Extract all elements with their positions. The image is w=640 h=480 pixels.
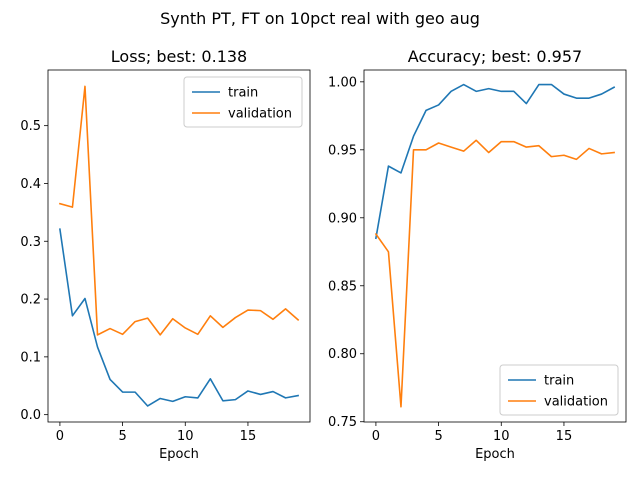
accuracy-y-tick-label: 0.75 <box>328 415 357 430</box>
loss-legend-label-validation: validation <box>228 107 292 122</box>
accuracy-validation-line <box>374 139 615 408</box>
loss-y-tick-label: 0.0 <box>20 408 41 423</box>
loss-axes-frame <box>47 69 311 423</box>
loss-validation-line <box>58 85 300 336</box>
accuracy-y-tick-label: 0.95 <box>328 143 357 158</box>
accuracy-y-tick-label: 0.85 <box>328 279 357 294</box>
accuracy-chart-title: Accuracy; best: 0.957 <box>408 47 582 66</box>
accuracy-legend-label-train: train <box>544 374 574 389</box>
loss-chart: Loss; best: 0.138 0 5 10 15 0.0 0.1 0.2 0.3 0.4 0.… <box>20 47 311 462</box>
accuracy-x-axis-label: Epoch <box>475 447 515 462</box>
loss-y-tick-label: 0.4 <box>20 177 41 192</box>
accuracy-legend: train validation <box>499 364 619 416</box>
loss-legend: train validation <box>183 76 303 128</box>
loss-x-axis-label: Epoch <box>159 447 199 462</box>
loss-x-tick-label: 0 <box>56 429 64 444</box>
accuracy-y-tick-label: 0.90 <box>328 211 357 226</box>
loss-y-tick-label: 0.3 <box>20 235 41 250</box>
accuracy-axes-frame <box>363 69 627 423</box>
accuracy-legend-box <box>499 364 619 416</box>
loss-legend-label-train: train <box>228 86 258 101</box>
loss-y-tick-label: 0.2 <box>20 293 41 308</box>
loss-train-line <box>59 228 300 407</box>
accuracy-x-tick-label: 15 <box>556 429 573 444</box>
accuracy-legend-label-validation: validation <box>544 395 608 410</box>
accuracy-y-tick-label: 1.00 <box>328 75 357 90</box>
accuracy-x-tick-label: 5 <box>434 429 442 444</box>
loss-y-tick-label: 0.1 <box>20 350 41 365</box>
accuracy-y-tick-label: 0.80 <box>328 347 357 362</box>
accuracy-chart: Accuracy; best: 0.957 0 5 10 15 0.75 0.80 0.85 0… <box>328 47 627 462</box>
loss-x-tick-label: 15 <box>240 429 257 444</box>
loss-x-tick-label: 10 <box>177 429 194 444</box>
loss-y-tick-label: 0.5 <box>20 119 41 134</box>
loss-chart-title: Loss; best: 0.138 <box>111 47 247 66</box>
accuracy-x-tick-label: 0 <box>372 429 380 444</box>
accuracy-x-tick-label: 10 <box>493 429 510 444</box>
loss-x-tick-label: 5 <box>118 429 126 444</box>
loss-legend-box <box>183 76 303 128</box>
accuracy-train-line <box>374 83 616 240</box>
figure-suptitle: Synth PT, FT on 10pct real with geo aug <box>160 9 480 28</box>
